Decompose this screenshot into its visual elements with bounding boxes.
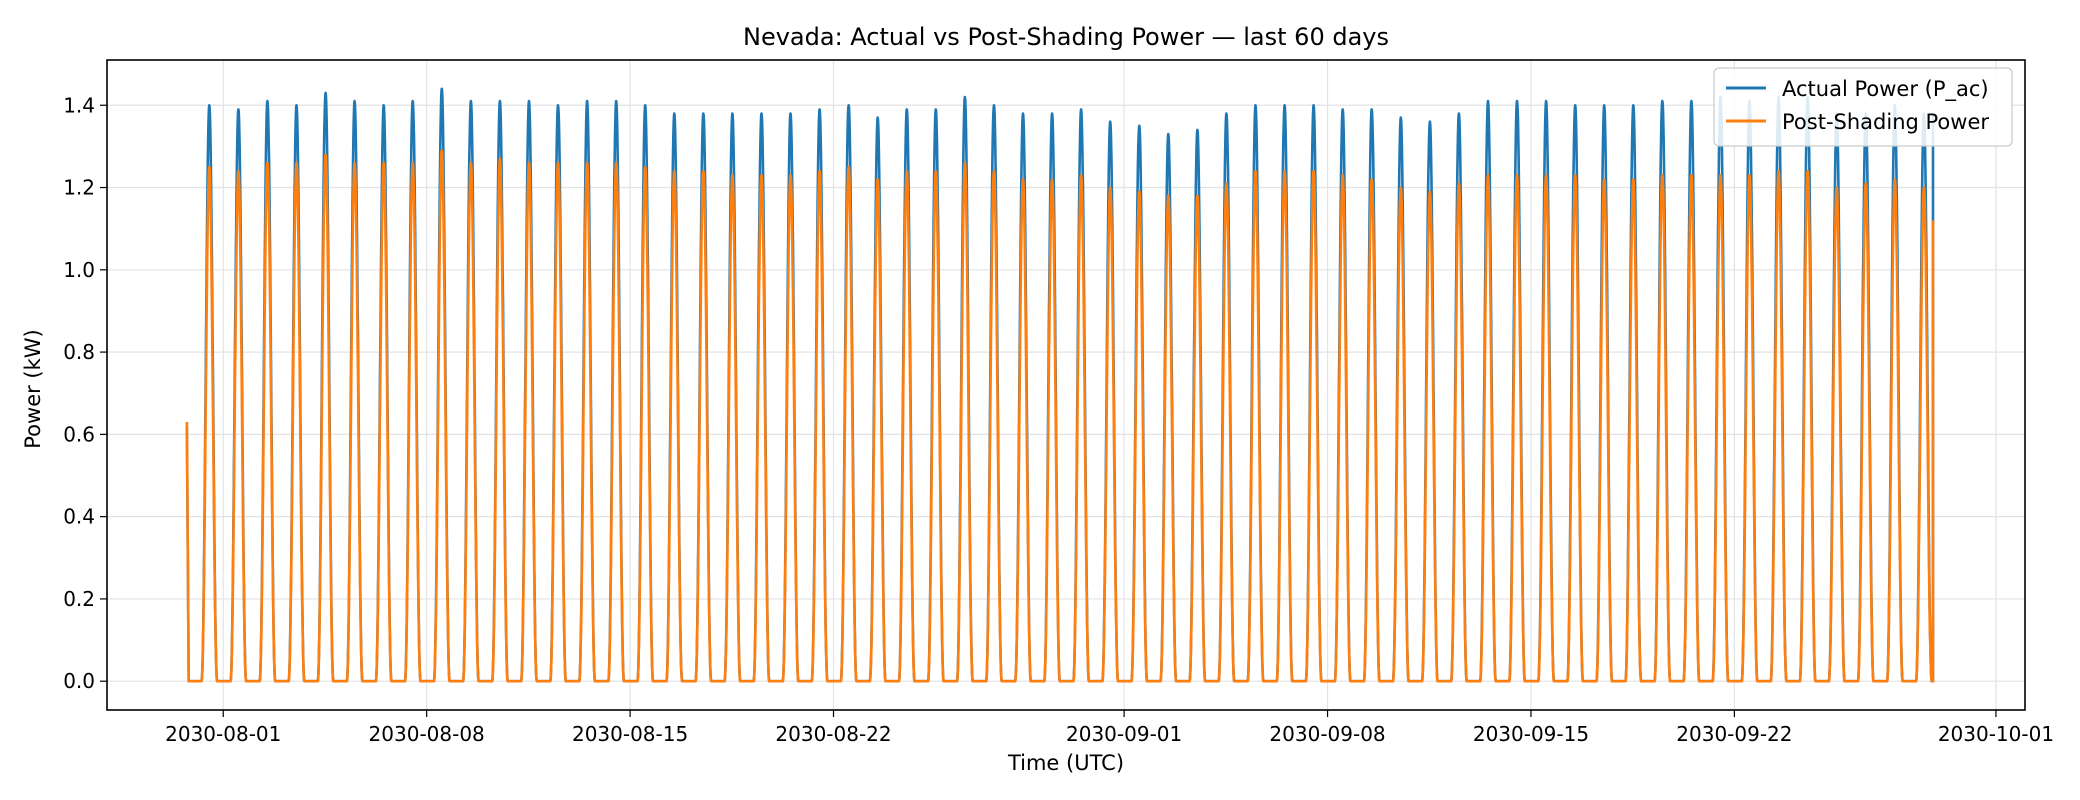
series-line-post-shading-power: [185, 149, 1935, 683]
x-tick-label: 2030-08-08: [369, 722, 485, 746]
y-axis-ticks: 0.0 0.2 0.4 0.6 0.8 1.0 1.2 1.4: [63, 93, 107, 693]
y-tick-label: 0.2: [63, 587, 95, 611]
legend: Actual Power (P_ac) Post-Shading Power: [1713, 67, 2013, 147]
x-tick-label: 2030-09-01: [1066, 722, 1182, 746]
x-tick-label: 2030-09-08: [1269, 722, 1385, 746]
y-tick-label: 0.4: [63, 505, 95, 529]
y-tick-label: 1.0: [63, 258, 95, 282]
y-tick-label: 0.8: [63, 340, 95, 364]
chart-title: Nevada: Actual vs Post-Shading Power — l…: [743, 23, 1389, 51]
x-tick-label: 2030-10-01: [1938, 722, 2054, 746]
x-tick-label: 2030-08-15: [572, 722, 688, 746]
y-tick-label: 1.2: [63, 176, 95, 200]
x-tick-label: 2030-09-15: [1473, 722, 1589, 746]
y-tick-label: 1.4: [63, 93, 95, 117]
x-tick-label: 2030-08-22: [775, 722, 891, 746]
x-tick-label: 2030-08-01: [165, 722, 281, 746]
y-tick-label: 0.6: [63, 422, 95, 446]
x-tick-label: 2030-09-22: [1676, 722, 1792, 746]
legend-label-post-shading: Post-Shading Power: [1782, 110, 1989, 134]
x-axis-ticks: 2030-08-01 2030-08-08 2030-08-15 2030-08-22…: [165, 710, 2054, 746]
y-axis-label: Power (kW): [21, 329, 45, 448]
legend-label-actual: Actual Power (P_ac): [1782, 77, 1989, 102]
legend-box: [1713, 67, 2013, 147]
plot-frame: [106, 59, 2026, 711]
series-layer: [185, 87, 1935, 683]
y-tick-label: 0.0: [63, 669, 95, 693]
x-axis-label: Time (UTC): [1007, 751, 1124, 775]
